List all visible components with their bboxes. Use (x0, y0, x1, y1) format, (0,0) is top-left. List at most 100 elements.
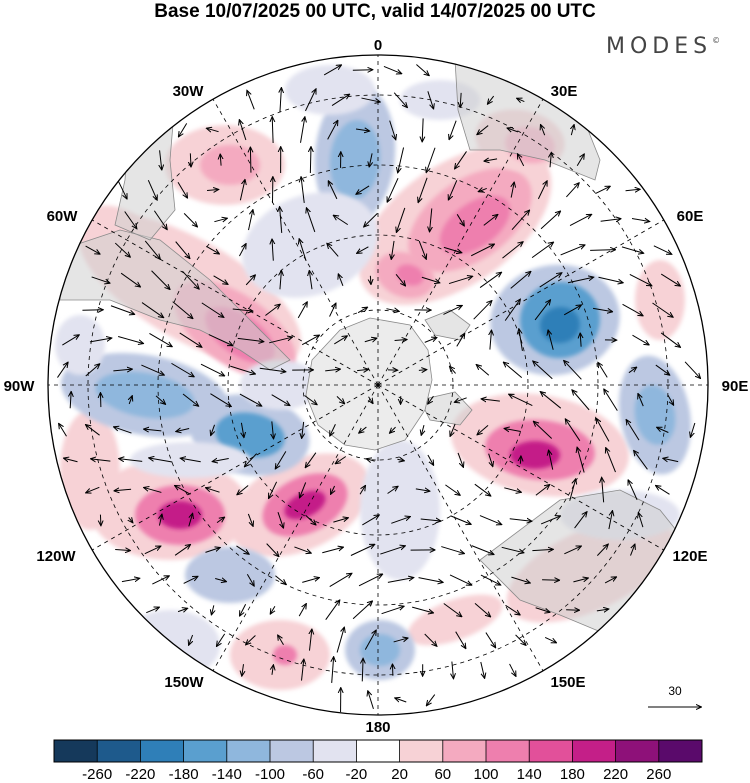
colorbar-swatch (226, 740, 271, 762)
wind-arrow (638, 513, 644, 528)
wind-arrow (330, 424, 336, 435)
wind-arrow (298, 604, 306, 617)
wind-arrow (359, 426, 367, 433)
meridian-line (212, 384, 379, 671)
wind-arrow (277, 512, 283, 528)
wind-arrow (309, 271, 312, 290)
anomaly-contour (360, 440, 440, 580)
wind-arrow (560, 245, 585, 256)
wind-arrow (336, 456, 347, 463)
wind-arrow (606, 448, 616, 473)
wind-arrow (272, 421, 274, 438)
colorbar-tick-label: 220 (603, 766, 628, 783)
wind-arrow (176, 428, 190, 431)
wind-arrow (474, 483, 491, 496)
wind-arrow (539, 273, 562, 288)
wind-arrow (387, 487, 398, 494)
wind-arrow (511, 576, 530, 583)
wind-arrow (208, 334, 233, 346)
wind-arrow (334, 215, 349, 226)
wind-arrow (656, 486, 670, 495)
wind-arrow (329, 573, 352, 587)
wind-arrow (520, 456, 521, 464)
wind-arrow (358, 574, 382, 587)
wind-arrow (515, 634, 526, 645)
wind-arrow (621, 246, 643, 253)
lon-label-120e: 120E (672, 548, 707, 565)
wind-arrow (398, 147, 405, 173)
wind-arrow (302, 421, 304, 438)
wind-arrow (421, 276, 440, 283)
wind-arrow (509, 394, 533, 407)
wind-arrow (152, 576, 169, 585)
wind-arrow (217, 633, 226, 646)
wind-arrow (144, 429, 162, 431)
colorbar-tick-label: -100 (255, 766, 285, 783)
wind-arrow (380, 546, 405, 555)
wind-arrow (236, 545, 248, 554)
anomaly-contour (120, 610, 220, 680)
map-title: Base 10/07/2025 00 UTC, valid 14/07/2025… (154, 1, 596, 22)
wind-arrow (183, 577, 198, 584)
wind-arrow (265, 304, 280, 316)
wind-arrow (534, 422, 553, 439)
wind-arrow (269, 481, 278, 498)
wind-arrow (325, 369, 340, 371)
anomaly-contour (329, 120, 381, 200)
wind-arrow (449, 574, 471, 585)
wind-arrow (474, 602, 490, 616)
wind-arrow (479, 272, 501, 288)
wind-arrow (450, 515, 470, 525)
wind-arrow (361, 97, 379, 102)
wind-arrow (220, 154, 221, 166)
wind-arrow (427, 91, 434, 108)
wind-arrow (504, 362, 523, 379)
colorbar-swatch (399, 740, 444, 762)
wind-arrow (628, 480, 638, 501)
wind-arrow (596, 419, 610, 442)
wind-arrow (576, 154, 584, 167)
colorbar-tick-label: -20 (346, 766, 368, 783)
wind-arrow (424, 338, 437, 343)
graticule (48, 55, 708, 715)
colorbar-tick-label: -180 (169, 766, 199, 783)
wind-arrow (115, 549, 130, 550)
wind-arrow (389, 120, 396, 140)
anomaly-contour (273, 645, 297, 665)
wind-arrow (608, 511, 613, 530)
wind-arrow (502, 242, 522, 259)
wind-arrow (238, 244, 245, 257)
wind-arrow (357, 369, 368, 370)
wind-arrow (634, 451, 648, 470)
wind-arrow (652, 302, 673, 317)
reference-vector-label: 30 (668, 684, 682, 698)
wind-arrow (501, 546, 524, 552)
wind-arrow (230, 365, 255, 374)
anomaly-contour (439, 195, 511, 255)
wind-arrow (177, 608, 187, 611)
wind-arrow (393, 92, 407, 108)
wind-arrow (305, 514, 316, 524)
wind-arrow (299, 239, 307, 262)
wind-arrow (420, 519, 441, 521)
wind-arrow (507, 128, 519, 132)
wind-arrow (59, 424, 67, 437)
wind-arrow (488, 453, 493, 467)
wind-arrow (141, 364, 164, 375)
wind-arrow (336, 396, 344, 403)
longitude-labels: 0 30E 60E 90E 120E 150E 180 150W 120W 90… (4, 37, 749, 736)
colorbar-swatch (97, 740, 141, 762)
lon-label-120w: 120W (36, 548, 76, 565)
wind-arrow (541, 392, 562, 409)
wind-arrow (362, 515, 379, 526)
wind-arrow (509, 663, 516, 676)
wind-arrow (690, 422, 696, 437)
wind-arrow (216, 517, 224, 524)
wind-arrow (213, 275, 228, 284)
wind-arrow (541, 125, 546, 136)
wind-arrow (418, 577, 443, 583)
wind-arrow (632, 334, 648, 345)
wind-arrow (602, 478, 604, 503)
anomaly-field (48, 55, 708, 715)
wind-arrow (418, 177, 428, 202)
